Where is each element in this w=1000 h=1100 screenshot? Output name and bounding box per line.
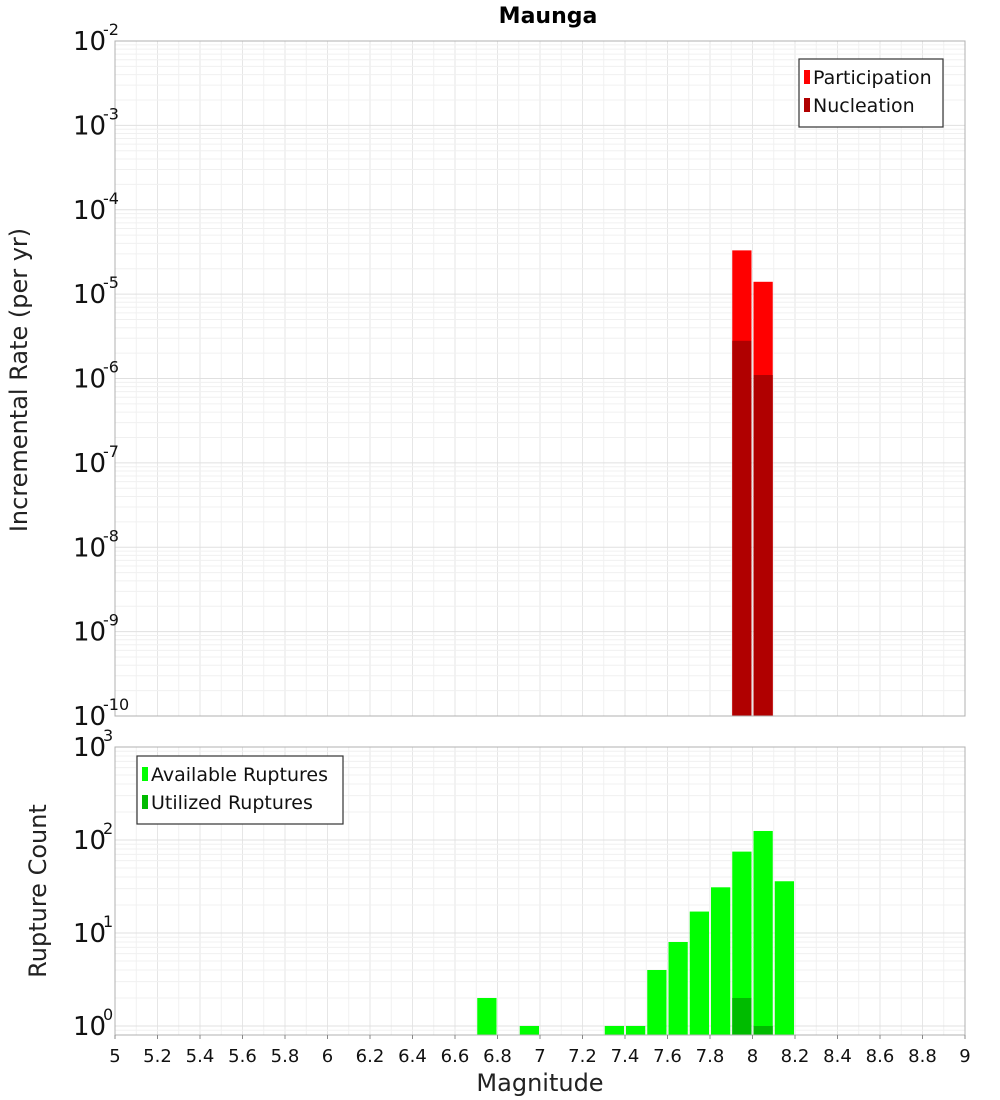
bottom-legend-box: [136, 755, 344, 825]
x-tick-label: 6: [322, 1046, 333, 1067]
top-grid: [114, 40, 966, 717]
x-tick-label: 5.2: [143, 1046, 172, 1067]
top-ytick-exponent: -4: [103, 189, 119, 208]
bottom-bar-utilized-ruptures: [732, 997, 752, 1035]
x-tick-label: 6.4: [398, 1046, 427, 1067]
top-bar-nucleation: [732, 340, 752, 716]
bottom-ytick-label: 10: [73, 919, 106, 949]
top-frame: [114, 40, 966, 717]
x-axis-label: Magnitude: [476, 1069, 603, 1097]
top-legend-box: [798, 58, 944, 128]
x-tick-label: 7.8: [696, 1046, 725, 1067]
x-tick-label: 8.4: [823, 1046, 852, 1067]
top-ytick-label: 10: [73, 365, 106, 395]
top-ytick-label: 10: [73, 280, 106, 310]
x-tick-label: 5.4: [186, 1046, 215, 1067]
bottom-ytick-label: 10: [73, 826, 106, 856]
bottom-bar-available-ruptures: [689, 911, 709, 1035]
top-ytick-label: 10: [73, 449, 106, 479]
x-tick-label: 8: [747, 1046, 758, 1067]
bottom-bar-available-ruptures: [477, 997, 497, 1035]
top-ytick-label: 10: [73, 111, 106, 141]
bottom-bar-available-ruptures: [604, 1025, 624, 1035]
x-tick-label: 5.8: [271, 1046, 300, 1067]
top-ytick-exponent: -10: [103, 695, 129, 714]
x-tick-label: 6.8: [483, 1046, 512, 1067]
bottom-ytick-exponent: 2: [103, 819, 113, 838]
x-tick-label: 7.2: [568, 1046, 597, 1067]
chart-title: Maunga: [499, 4, 598, 29]
top-ytick-exponent: -9: [103, 611, 119, 630]
top-legend-label: Nucleation: [813, 95, 915, 117]
top-legend-swatch: [804, 70, 810, 84]
bottom-bar-available-ruptures: [519, 1025, 539, 1035]
bottom-bar-available-ruptures: [711, 887, 731, 1035]
x-tick-label: 7.6: [653, 1046, 682, 1067]
x-tick-label: 5: [109, 1046, 120, 1067]
top-ytick-exponent: -8: [103, 526, 119, 545]
bottom-ytick-exponent: 1: [103, 912, 113, 931]
bottom-bar-available-ruptures: [732, 851, 752, 1035]
bottom-legend-label: Utilized Ruptures: [151, 792, 313, 814]
bottom-bar-available-ruptures: [668, 942, 688, 1035]
bottom-bar-available-ruptures: [774, 881, 794, 1035]
top-legend-swatch: [804, 98, 810, 112]
top-legend-label: Participation: [813, 67, 932, 89]
x-tick-label: 5.6: [228, 1046, 257, 1067]
top-ytick-exponent: -5: [103, 273, 119, 292]
bottom-legend-label: Available Ruptures: [151, 764, 328, 786]
top-ytick-label: 10: [73, 533, 106, 563]
bottom-y-axis-label: Rupture Count: [24, 804, 52, 978]
bottom-bar-available-ruptures: [647, 969, 667, 1035]
x-tick-label: 6.6: [441, 1046, 470, 1067]
x-tick-label: 7.4: [611, 1046, 640, 1067]
x-tick-label: 9: [959, 1046, 970, 1067]
top-ytick-exponent: -6: [103, 358, 119, 377]
bottom-bar-available-ruptures: [753, 830, 773, 1035]
x-tick-label: 8.6: [866, 1046, 895, 1067]
x-tick-label: 7: [534, 1046, 545, 1067]
top-ytick-exponent: -7: [103, 442, 119, 461]
bottom-ytick-exponent: 0: [103, 1005, 113, 1024]
bottom-ytick-label: 10: [73, 1012, 106, 1042]
bottom-bar-available-ruptures: [626, 1025, 646, 1035]
top-ytick-label: 10: [73, 618, 106, 648]
bottom-legend-swatch: [142, 795, 148, 809]
x-tick-label: 6.2: [356, 1046, 385, 1067]
bottom-ytick-exponent: 3: [103, 726, 113, 745]
top-ytick-label: 10: [73, 702, 106, 732]
top-ytick-exponent: -2: [103, 20, 119, 39]
top-ytick-label: 10: [73, 196, 106, 226]
top-y-axis-label: Incremental Rate (per yr): [5, 228, 33, 532]
top-ytick-exponent: -3: [103, 104, 119, 123]
bottom-bar-utilized-ruptures: [753, 1025, 773, 1035]
top-ytick-label: 10: [73, 27, 106, 57]
x-tick-label: 8.8: [908, 1046, 937, 1067]
top-bar-nucleation: [753, 375, 773, 716]
bottom-legend-swatch: [142, 767, 148, 781]
x-tick-label: 8.2: [781, 1046, 810, 1067]
bottom-ytick-label: 10: [73, 733, 106, 763]
